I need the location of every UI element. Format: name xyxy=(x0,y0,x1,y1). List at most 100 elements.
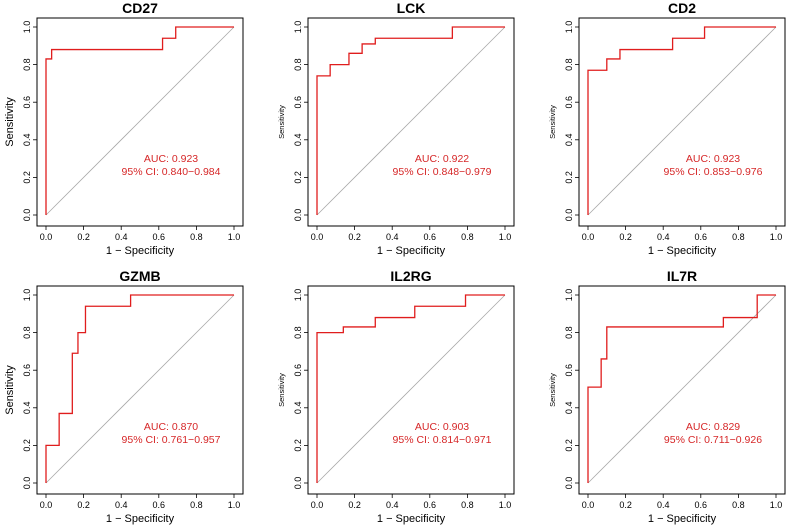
x-tick-label: 0.2 xyxy=(348,500,361,510)
roc-panel-cd27: CD27 0.0 0.0 0.2 0.2 0.4 0.4 0.6 0.6 0.8 0.8 1.0 1.0… xyxy=(4,0,244,257)
x-tick-label: 0.2 xyxy=(77,232,90,242)
auc-label: AUC: 0.923 xyxy=(144,153,198,165)
x-tick-label: 0.2 xyxy=(77,500,90,510)
y-tick-label: 1.0 xyxy=(564,289,574,302)
roc-curve xyxy=(587,26,776,215)
y-tick-label: 0.4 xyxy=(22,134,32,147)
auc-label: AUC: 0.922 xyxy=(415,153,469,165)
y-tick-label: 0.6 xyxy=(564,96,574,109)
x-tick-label: 0.8 xyxy=(732,500,745,510)
x-tick-label: 0.2 xyxy=(619,500,632,510)
panel-title: GZMB xyxy=(119,268,160,284)
x-tick-label: 0.6 xyxy=(424,232,437,242)
plot-frame xyxy=(578,285,786,495)
y-tick-label: 0.8 xyxy=(22,58,32,71)
roc-panel-cd2: CD2 0.0 0.0 0.2 0.2 0.4 0.4 0.6 0.6 0.8 0.8 1.0 1.0 1… xyxy=(548,0,786,257)
y-tick-label: 0.8 xyxy=(22,326,32,339)
y-tick-label: 1.0 xyxy=(22,21,32,34)
plot-frame xyxy=(307,17,515,227)
x-axis-label: 1 − Specificity xyxy=(648,245,717,257)
x-tick-label: 0.6 xyxy=(424,500,437,510)
roc-curve xyxy=(316,294,505,483)
reference-diagonal xyxy=(45,294,235,484)
x-tick-label: 1.0 xyxy=(770,232,783,242)
roc-panel-il7r: IL7R 0.0 0.0 0.2 0.2 0.4 0.4 0.6 0.6 0.8 0.8 1.0 1.0… xyxy=(548,268,786,525)
y-tick-label: 0.6 xyxy=(293,364,303,377)
y-tick-label: 0.8 xyxy=(293,326,303,339)
x-tick-label: 1.0 xyxy=(499,500,512,510)
roc-curve xyxy=(316,26,505,215)
y-axis-label: Sensitivity xyxy=(277,373,286,407)
y-tick-label: 0.6 xyxy=(22,96,32,109)
panel-title: LCK xyxy=(397,0,426,16)
x-tick-label: 0.0 xyxy=(582,232,595,242)
plot-frame xyxy=(36,285,244,495)
panel-title: IL2RG xyxy=(390,268,431,284)
y-tick-label: 0.0 xyxy=(22,209,32,222)
x-tick-label: 0.4 xyxy=(657,500,670,510)
reference-diagonal xyxy=(587,294,777,484)
auc-label: AUC: 0.870 xyxy=(144,421,198,433)
x-axis-label: 1 − Specificity xyxy=(106,513,175,525)
roc-curve xyxy=(45,26,234,215)
roc-panel-il2rg: IL2RG 0.0 0.0 0.2 0.2 0.4 0.4 0.6 0.6 0.8 0.8 1.0 1.… xyxy=(277,268,515,525)
y-axis-label: Sensitivity xyxy=(277,105,286,139)
reference-diagonal xyxy=(316,294,506,484)
x-tick-label: 0.0 xyxy=(311,232,324,242)
y-axis-label: Sensitivity xyxy=(548,105,557,139)
y-tick-label: 0.6 xyxy=(564,364,574,377)
x-tick-label: 1.0 xyxy=(770,500,783,510)
y-axis-label: Sensitivity xyxy=(548,373,557,407)
roc-curve xyxy=(45,294,234,483)
y-tick-label: 0.4 xyxy=(293,134,303,147)
ci-label: 95% CI: 0.814−0.971 xyxy=(393,434,492,446)
roc-panel-lck: LCK 0.0 0.0 0.2 0.2 0.4 0.4 0.6 0.6 0.8 0.8 1.0 1.0 1… xyxy=(277,0,515,257)
panel-title: CD27 xyxy=(122,0,158,16)
ci-label: 95% CI: 0.840−0.984 xyxy=(122,166,221,178)
x-axis-label: 1 − Specificity xyxy=(648,513,717,525)
plot-frame xyxy=(307,285,515,495)
x-tick-label: 0.6 xyxy=(695,232,708,242)
ci-label: 95% CI: 0.848−0.979 xyxy=(393,166,492,178)
y-tick-label: 0.4 xyxy=(564,402,574,415)
y-tick-label: 0.8 xyxy=(564,326,574,339)
reference-diagonal xyxy=(587,26,777,216)
x-tick-label: 0.2 xyxy=(348,232,361,242)
auc-label: AUC: 0.923 xyxy=(686,153,740,165)
x-axis-label: 1 − Specificity xyxy=(377,245,446,257)
y-tick-label: 0.2 xyxy=(293,439,303,452)
y-tick-label: 0.4 xyxy=(22,402,32,415)
ci-label: 95% CI: 0.853−0.976 xyxy=(664,166,763,178)
y-tick-label: 1.0 xyxy=(293,289,303,302)
x-tick-label: 0.0 xyxy=(40,232,53,242)
y-tick-label: 0.6 xyxy=(293,96,303,109)
panel-title: CD2 xyxy=(668,0,696,16)
x-tick-label: 0.6 xyxy=(153,232,166,242)
x-tick-label: 1.0 xyxy=(228,232,241,242)
x-tick-label: 0.0 xyxy=(311,500,324,510)
y-axis-label: Sensitivity xyxy=(4,365,16,415)
x-tick-label: 0.4 xyxy=(115,232,128,242)
x-tick-label: 0.8 xyxy=(190,232,203,242)
x-tick-label: 0.4 xyxy=(386,232,399,242)
plot-frame xyxy=(578,17,786,227)
y-tick-label: 0.0 xyxy=(564,477,574,490)
y-tick-label: 0.2 xyxy=(564,171,574,184)
y-tick-label: 1.0 xyxy=(293,21,303,34)
auc-label: AUC: 0.903 xyxy=(415,421,469,433)
y-tick-label: 0.0 xyxy=(564,209,574,222)
x-tick-label: 0.0 xyxy=(582,500,595,510)
ci-label: 95% CI: 0.761−0.957 xyxy=(122,434,221,446)
y-tick-label: 0.4 xyxy=(293,402,303,415)
x-tick-label: 0.2 xyxy=(619,232,632,242)
x-tick-label: 0.8 xyxy=(190,500,203,510)
reference-diagonal xyxy=(45,26,235,216)
x-tick-label: 0.8 xyxy=(461,232,474,242)
panel-title: IL7R xyxy=(667,268,697,284)
roc-curve xyxy=(587,294,776,483)
y-tick-label: 0.2 xyxy=(293,171,303,184)
y-tick-label: 0.8 xyxy=(293,58,303,71)
y-tick-label: 0.2 xyxy=(22,439,32,452)
reference-diagonal xyxy=(316,26,506,216)
